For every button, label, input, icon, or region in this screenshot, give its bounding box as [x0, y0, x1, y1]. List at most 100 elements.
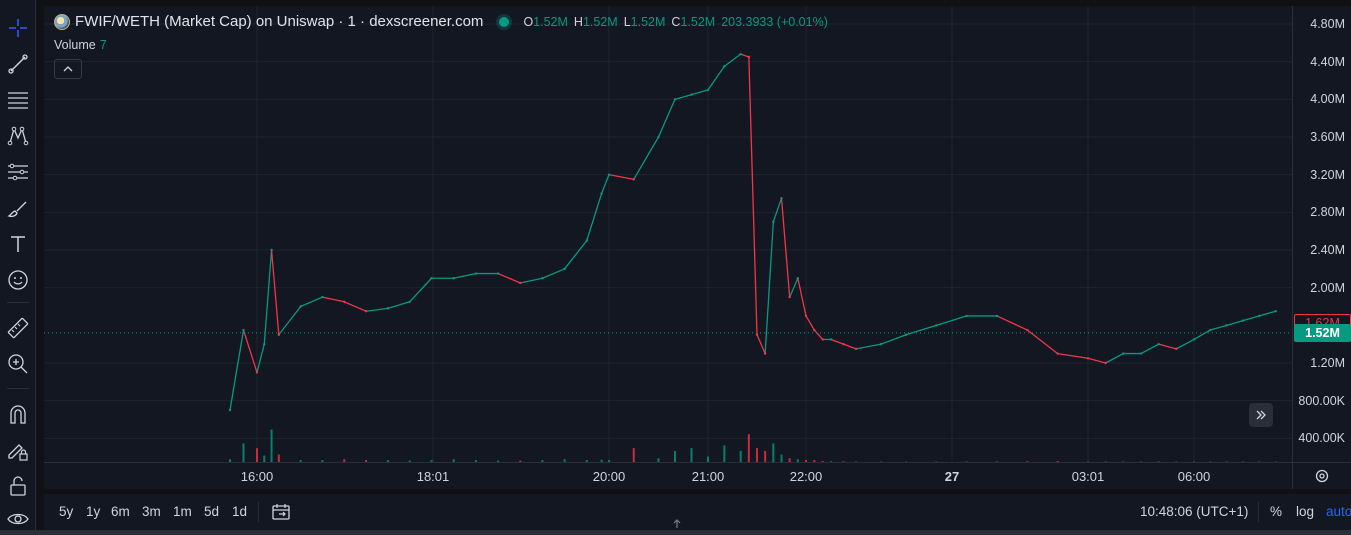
price-point: [270, 248, 273, 252]
price-segment: [797, 278, 807, 317]
time-tick-label: 21:00: [691, 469, 725, 484]
price-point: [739, 52, 742, 56]
price-segment: [855, 343, 882, 350]
emoji-tool[interactable]: [3, 265, 33, 295]
trendline-tool[interactable]: [3, 49, 33, 79]
volume-bar: [805, 460, 807, 462]
price-segment: [300, 296, 323, 308]
date-range-icon[interactable]: [270, 501, 292, 523]
range-3m-button[interactable]: 3m: [142, 504, 161, 519]
range-6m-button[interactable]: 6m: [111, 504, 130, 519]
volume-bar: [541, 460, 544, 462]
zoom-tool[interactable]: [3, 349, 33, 379]
toolbar-divider: [7, 388, 29, 389]
range-5y-button[interactable]: 5y: [59, 504, 74, 519]
range-1d-button[interactable]: 1d: [232, 504, 248, 519]
toolbar-divider: [258, 502, 259, 522]
volume-bar: [674, 450, 676, 462]
xabcd-pattern-icon: [7, 126, 29, 146]
magnet-tool[interactable]: [3, 399, 33, 429]
price-point: [842, 342, 845, 346]
price-segment: [723, 53, 742, 67]
prediction-tool[interactable]: [3, 157, 33, 187]
scroll-to-realtime-button[interactable]: [1249, 403, 1273, 427]
volume-bar: [242, 443, 245, 462]
price-segment: [453, 272, 477, 279]
lock-drawings-tool[interactable]: [3, 435, 33, 465]
range-5d-button[interactable]: 5d: [204, 504, 220, 519]
text-tool[interactable]: [3, 229, 33, 259]
price-point: [263, 342, 266, 346]
price-segment: [780, 198, 791, 298]
volume-bar: [996, 461, 998, 462]
price-segment: [764, 221, 774, 354]
pattern-tool[interactable]: [3, 121, 33, 151]
lock-tool[interactable]: [3, 471, 33, 501]
range-1y-button[interactable]: 1y: [86, 504, 101, 519]
price-tick-label: 800.00K: [1298, 393, 1345, 408]
price-segment: [586, 193, 603, 241]
price-segment: [256, 344, 265, 373]
price-point: [1139, 352, 1143, 355]
price-point: [277, 333, 281, 336]
percent-scale-button[interactable]: %: [1270, 504, 1283, 519]
time-tick-label: 22:00: [789, 469, 823, 484]
chart-pane[interactable]: FWIF/WETH (Market Cap) on Uniswap · 1 · …: [44, 6, 1351, 489]
price-point: [1274, 310, 1277, 313]
log-scale-button[interactable]: log: [1296, 504, 1315, 519]
price-point: [673, 98, 677, 101]
price-point: [632, 178, 635, 181]
clock-timezone[interactable]: 10:48:06 (UTC+1): [1140, 504, 1249, 519]
visibility-tool[interactable]: [3, 504, 33, 534]
collapse-legend-button[interactable]: [54, 59, 82, 79]
brush-tool[interactable]: [3, 193, 33, 223]
price-point: [723, 65, 726, 68]
range-1m-button[interactable]: 1m: [173, 504, 192, 519]
price-point: [496, 272, 500, 275]
time-axis[interactable]: 16:00 18:01 20:00 21:00 22:00 27 03:01 06:00: [44, 462, 1292, 489]
price-chart[interactable]: [44, 6, 1292, 462]
gear-icon: [1315, 469, 1329, 483]
volume-value: 7: [99, 38, 107, 52]
ohlc-close: C1.52M: [671, 14, 716, 29]
volume-bar: [788, 458, 791, 462]
crosshair-tool[interactable]: [3, 13, 33, 43]
price-point: [747, 55, 751, 59]
price-segment: [263, 249, 273, 345]
ruler-tool[interactable]: [3, 313, 33, 343]
price-axis[interactable]: 4.80M 4.40M 4.00M 3.60M 3.20M 2.80M 2.40M 2.00M…: [1292, 6, 1351, 462]
price-segment: [1140, 343, 1159, 355]
price-segment: [936, 315, 967, 326]
volume-bar: [842, 461, 845, 462]
arrow-up-icon[interactable]: [672, 519, 682, 529]
price-segment: [387, 301, 410, 310]
volume-bar: [657, 458, 660, 462]
volume-bar: [519, 460, 522, 462]
price-point: [364, 310, 368, 313]
crosshair-icon: [9, 19, 27, 37]
auto-scale-button[interactable]: auto: [1326, 504, 1351, 519]
price-segment: [1105, 353, 1124, 364]
panel-resize-strip[interactable]: [0, 530, 1351, 535]
price-segment: [542, 268, 565, 279]
volume-bar: [270, 429, 273, 462]
ohlc-high: H1.52M: [573, 14, 618, 29]
price-segment: [756, 334, 766, 354]
drawing-toolbar: [0, 0, 36, 535]
chart-settings-button[interactable]: [1292, 462, 1351, 489]
price-point: [829, 338, 833, 341]
price-segment: [322, 296, 345, 303]
price-tick-label: 400.00K: [1298, 431, 1345, 446]
price-point: [804, 314, 808, 318]
price-point: [607, 173, 611, 176]
volume-bar: [277, 454, 280, 462]
fib-tool[interactable]: [3, 85, 33, 115]
fib-retracement-icon: [8, 92, 28, 109]
price-point: [821, 338, 824, 341]
price-segment: [229, 329, 245, 411]
price-point: [321, 295, 324, 299]
price-segment: [748, 56, 758, 335]
double-chevron-right-icon: [1256, 410, 1266, 420]
price-segment: [608, 174, 634, 181]
volume-bar: [563, 459, 566, 462]
